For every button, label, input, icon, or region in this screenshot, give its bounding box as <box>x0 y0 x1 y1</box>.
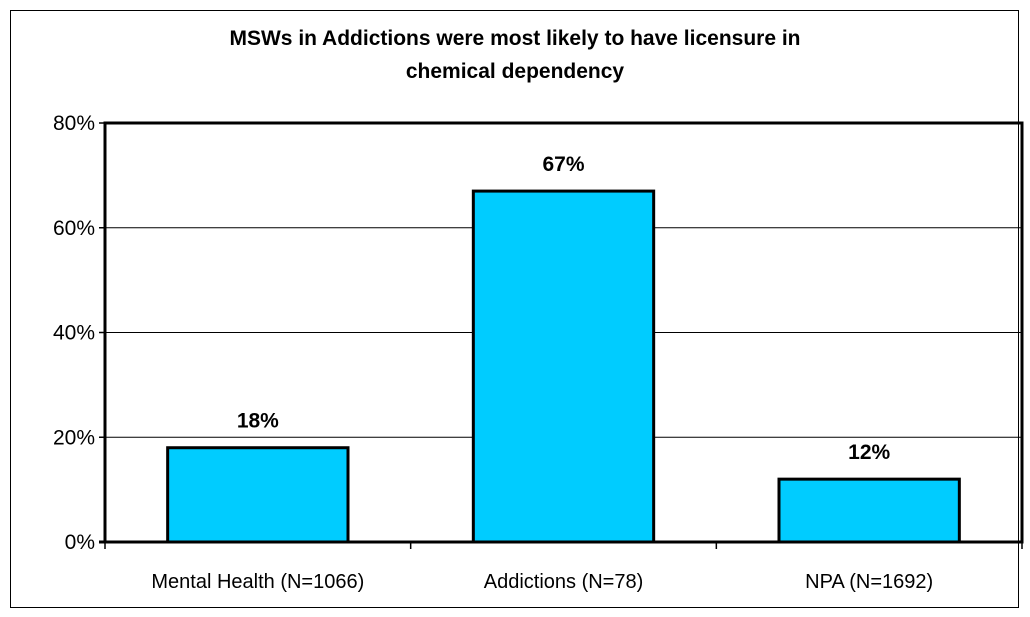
y-tick-label: 80% <box>53 112 95 135</box>
chart-frame <box>10 10 1019 608</box>
x-category-label: NPA (N=1692) <box>805 571 933 593</box>
data-label: 12% <box>848 441 890 464</box>
y-tick-label: 20% <box>53 426 95 449</box>
data-label: 18% <box>237 410 279 433</box>
data-label: 67% <box>542 153 584 176</box>
x-category-label: Addictions (N=78) <box>484 571 644 593</box>
y-tick-label: 60% <box>53 217 95 240</box>
x-category-label: Mental Health (N=1066) <box>151 571 364 593</box>
chart-title: MSWs in Addictions were most likely to h… <box>229 27 801 83</box>
bar <box>471 189 656 544</box>
y-tick-label: 0% <box>65 531 95 554</box>
bar <box>166 446 350 544</box>
bar <box>777 477 961 544</box>
y-tick-label: 40% <box>53 322 95 345</box>
